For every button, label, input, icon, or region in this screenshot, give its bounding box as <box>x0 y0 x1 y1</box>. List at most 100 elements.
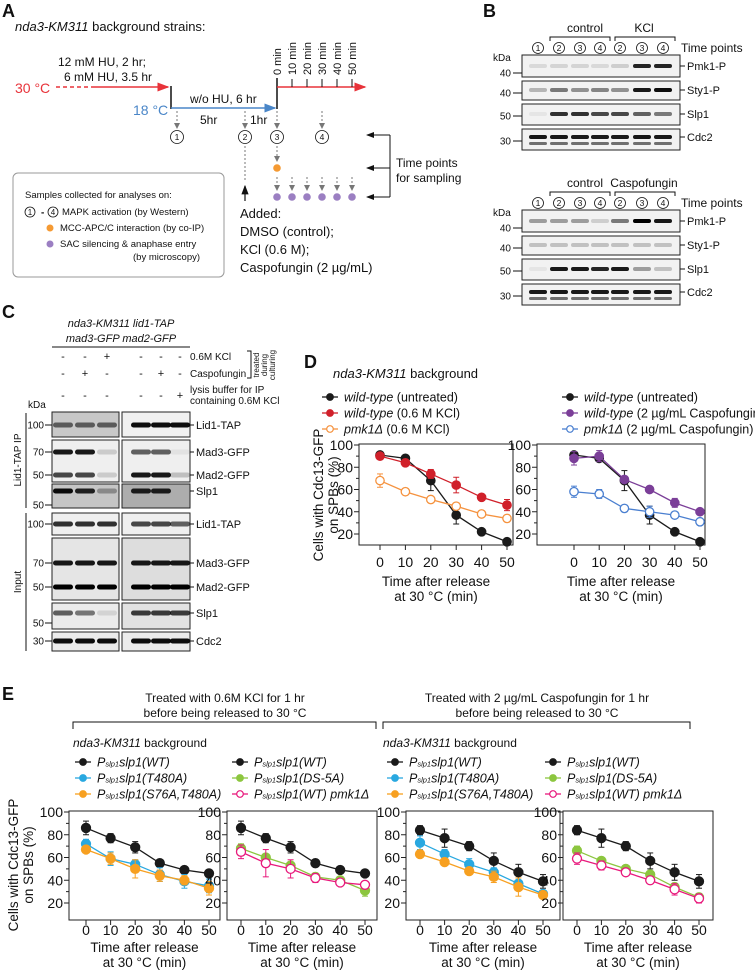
data-point <box>669 510 680 520</box>
legend-range-dash: - <box>41 208 44 219</box>
blot-strip <box>51 483 120 509</box>
circled-number-icon <box>594 197 606 209</box>
section-label-ip: Lid1-TAP IP <box>13 433 24 486</box>
x-tick-label: 40 <box>474 554 490 570</box>
series-line <box>573 454 701 543</box>
series-3: Pslp1slp1(WT) pmk1Δ <box>232 788 371 890</box>
legend-label-rest: pmk1Δ <box>327 788 369 802</box>
band <box>170 521 190 527</box>
plot-frame <box>405 810 561 921</box>
time-point-number: 4 <box>598 198 603 208</box>
y-tick-label: 20 <box>47 895 63 911</box>
band <box>571 267 589 271</box>
data-point <box>425 469 436 479</box>
blot-2: control Caspofungin 1 2 3 4 2 3 4 Time points kDa 4… <box>493 176 743 306</box>
group-bracket <box>549 36 611 41</box>
x-tick-label: 30 <box>448 554 464 570</box>
band <box>591 219 609 223</box>
y-tick-label: 80 <box>384 827 400 843</box>
time-label: 30 min <box>317 42 329 75</box>
band <box>97 521 117 527</box>
data-point <box>359 868 371 879</box>
band <box>53 638 73 644</box>
legend-label-p: P <box>254 788 263 802</box>
x-label-line1: Time after release <box>584 940 692 955</box>
x-tick-label: 30 <box>642 922 658 938</box>
circled-number-icon <box>553 42 565 54</box>
kda-value: 50 <box>33 501 45 512</box>
data-point <box>502 536 512 547</box>
data-point <box>619 474 630 485</box>
legend-label: Pslp1slp1(WT) pmk1Δ <box>254 788 369 802</box>
legend-item-microscopy: SAC silencing & anaphase entry <box>60 239 196 250</box>
data-point <box>476 526 487 537</box>
x-tick-label: 40 <box>177 922 193 938</box>
legend-label-rest: slp1(WT) <box>276 756 327 770</box>
subtitle-rest: background <box>451 736 517 750</box>
data-point <box>179 875 190 886</box>
kda-value: 50 <box>500 112 512 123</box>
time-label: 50 min <box>347 42 359 75</box>
band <box>591 142 609 145</box>
legend-label-p: P <box>97 772 106 786</box>
x-tick-label: 50 <box>535 922 551 938</box>
data-point <box>154 870 165 881</box>
condition-label: 0.6M KCl <box>190 352 231 363</box>
x-label-line2: at 30 °C (min) <box>394 589 477 604</box>
kda-value: 50 <box>33 583 45 594</box>
hu-treatment-line1: 12 mM HU, 2 hr; <box>58 55 146 69</box>
x-tick-label: 0 <box>376 554 384 570</box>
line-chart-2: 20 40 60 80 100 0 10 20 30 40 50 Time after release… <box>508 391 755 605</box>
time-point-number: 2 <box>618 198 623 208</box>
blot-strip <box>51 602 120 630</box>
band <box>633 297 651 300</box>
protein-label: Slp1 <box>196 486 218 498</box>
coip-sample-dot <box>273 164 281 172</box>
band <box>529 297 547 300</box>
legend-label-rest: slp1(DS-5A) <box>589 772 657 786</box>
legend-label-p: P <box>409 788 418 802</box>
time-point-number: 1 <box>175 132 180 142</box>
plot-frame <box>358 443 514 546</box>
y-tick-label: 20 <box>515 526 531 542</box>
data-point <box>414 837 426 848</box>
data-point <box>537 889 549 901</box>
sampling-label-line1: Time points <box>396 156 458 170</box>
legend-label-p: P <box>254 756 263 770</box>
band <box>529 219 547 223</box>
strain-line2: mad3-GFP mad2-GFP <box>66 333 177 345</box>
circled-number-icon <box>47 206 59 218</box>
panel-label-c: C <box>2 302 15 322</box>
band <box>53 560 73 566</box>
series-line <box>576 858 700 900</box>
microscopy-sample-dot <box>318 193 326 201</box>
y-tick-label: 80 <box>515 459 531 475</box>
band <box>633 243 651 247</box>
data-point <box>669 884 680 895</box>
time-point-number: 4 <box>661 43 666 53</box>
band <box>591 64 609 68</box>
data-point <box>335 864 346 876</box>
data-point <box>594 451 605 461</box>
line-chart-6: 20 40 60 80 100 0 10 20 30 40 50 Time after release… <box>534 756 714 970</box>
legend-label-subscript: slp1 <box>417 792 431 801</box>
condition-sign: - <box>159 351 163 363</box>
legend-label-p: P <box>409 772 418 786</box>
band <box>53 610 73 616</box>
data-point <box>695 506 705 517</box>
hu-treatment-line2: 6 mM HU, 3.5 hr <box>64 70 152 84</box>
band <box>611 112 629 116</box>
circled-number-icon <box>532 42 544 54</box>
group-bracket <box>614 191 676 196</box>
blot-strip <box>121 602 191 630</box>
treated-note: culturing <box>268 350 277 380</box>
condition-label: lysis buffer for IP <box>190 385 265 396</box>
y-tick-label: 20 <box>541 895 557 911</box>
band <box>151 449 171 455</box>
wo-hu-label: w/o HU, 6 hr <box>189 92 257 106</box>
y-tick-label: 80 <box>205 827 221 843</box>
legend-label-subscript: slp1 <box>417 760 431 769</box>
plot-frame <box>226 810 378 921</box>
blot-1: control KCl 1 2 3 4 2 3 4 Time points kDa 40 Pmk1-P 4… <box>493 21 743 151</box>
